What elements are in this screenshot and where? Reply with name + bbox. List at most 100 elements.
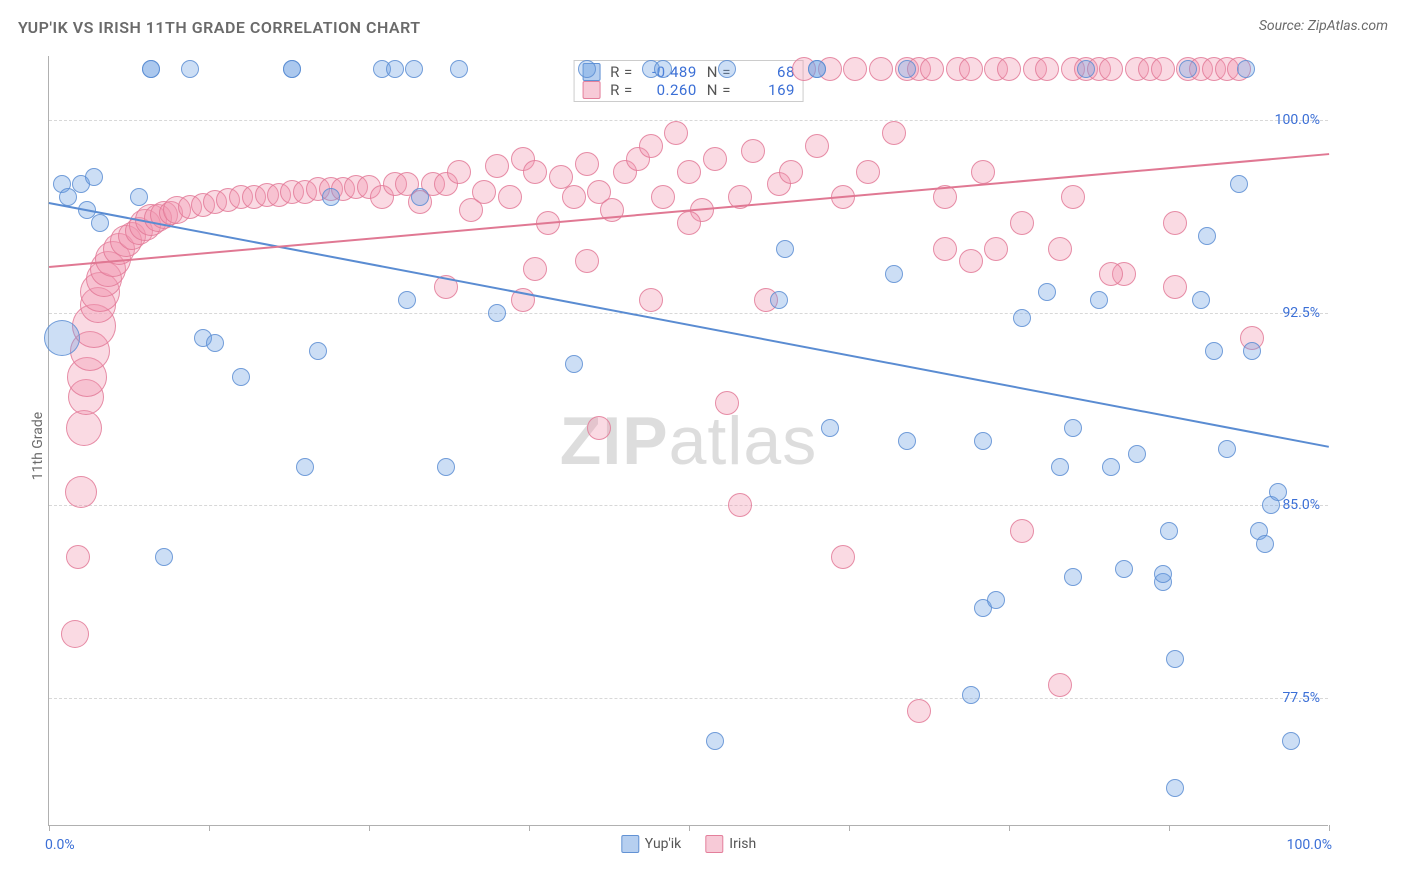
x-tick (1009, 825, 1010, 831)
legend-item-irish: Irish (705, 835, 756, 853)
y-tick-label: 92.5% (1282, 305, 1320, 321)
y-tick-label: 77.5% (1282, 690, 1320, 706)
data-point (831, 545, 855, 569)
data-point (1010, 519, 1034, 543)
legend-label-yupik: Yup'ik (645, 836, 681, 852)
data-point (718, 60, 736, 78)
data-point (450, 60, 468, 78)
data-point (1048, 673, 1072, 697)
data-point (1061, 185, 1085, 209)
data-point (987, 591, 1005, 609)
data-point (651, 185, 675, 209)
chart-container: YUP'IK VS IRISH 11TH GRADE CORRELATION C… (0, 0, 1406, 892)
data-point (61, 620, 89, 648)
x-tick (1329, 825, 1330, 831)
x-tick (1169, 825, 1170, 831)
data-point (1237, 60, 1255, 78)
data-point (405, 60, 423, 78)
data-point (1038, 283, 1056, 301)
data-point (856, 160, 880, 184)
gridline (49, 120, 1328, 121)
data-point (677, 211, 701, 235)
data-point (309, 342, 327, 360)
data-point (1192, 291, 1210, 309)
data-point (1154, 565, 1172, 583)
data-point (91, 214, 109, 232)
data-point (959, 57, 983, 81)
data-point (142, 60, 160, 78)
data-point (578, 60, 596, 78)
x-axis-end-label: 100.0% (1287, 837, 1332, 853)
data-point (1282, 732, 1300, 750)
data-point (1166, 779, 1184, 797)
data-point (974, 432, 992, 450)
y-tick-label: 100.0% (1275, 112, 1320, 128)
data-point (933, 237, 957, 261)
legend-swatch-icon (621, 835, 639, 853)
data-point (677, 160, 701, 184)
data-point (472, 180, 496, 204)
data-point (1051, 458, 1069, 476)
r-label: R = (610, 81, 633, 99)
watermark-atlas: atlas (669, 403, 818, 479)
x-tick (689, 825, 690, 831)
data-point (639, 134, 663, 158)
trend-line (49, 202, 1329, 448)
data-point (488, 304, 506, 322)
data-point (85, 168, 103, 186)
legend-row-yupik: R = -0.489 N = 68 (582, 63, 795, 81)
n-value-irish: 169 (741, 81, 795, 99)
data-point (1102, 458, 1120, 476)
data-point (1163, 275, 1187, 299)
legend-swatch-irish (582, 81, 600, 99)
data-point (1269, 483, 1287, 501)
data-point (843, 57, 867, 81)
data-point (44, 320, 80, 356)
x-tick (849, 825, 850, 831)
data-point (411, 188, 429, 206)
legend-item-yupik: Yup'ik (621, 835, 681, 853)
data-point (898, 60, 916, 78)
data-point (386, 60, 404, 78)
data-point (565, 355, 583, 373)
data-point (703, 147, 727, 171)
y-tick-label: 85.0% (1282, 497, 1320, 513)
x-tick (49, 825, 50, 831)
data-point (232, 368, 250, 386)
data-point (664, 121, 688, 145)
data-point (728, 493, 752, 517)
r-label: R = (610, 63, 633, 81)
watermark-zip: ZIP (560, 403, 669, 479)
data-point (1077, 60, 1095, 78)
data-point (523, 160, 547, 184)
data-point (770, 291, 788, 309)
data-point (1151, 57, 1175, 81)
x-tick (369, 825, 370, 831)
data-point (1064, 568, 1082, 586)
data-point (447, 160, 471, 184)
data-point (706, 732, 724, 750)
data-point (1010, 211, 1034, 235)
data-point (1179, 60, 1197, 78)
data-point (1205, 342, 1223, 360)
data-point (1128, 445, 1146, 463)
data-point (575, 249, 599, 273)
data-point (805, 134, 829, 158)
source-text: Source: ZipAtlas.com (1259, 18, 1388, 34)
data-point (1243, 342, 1261, 360)
data-point (562, 185, 586, 209)
data-point (66, 410, 102, 446)
gridline (49, 505, 1328, 506)
watermark: ZIPatlas (560, 402, 817, 480)
data-point (971, 160, 995, 184)
data-point (485, 154, 509, 178)
data-point (869, 57, 893, 81)
data-point (959, 249, 983, 273)
data-point (1256, 535, 1274, 553)
correlation-legend: R = -0.489 N = 68 R = 0.260 N = 169 (573, 60, 804, 102)
data-point (821, 419, 839, 437)
data-point (808, 60, 826, 78)
data-point (885, 265, 903, 283)
gridline (49, 313, 1328, 314)
data-point (437, 458, 455, 476)
